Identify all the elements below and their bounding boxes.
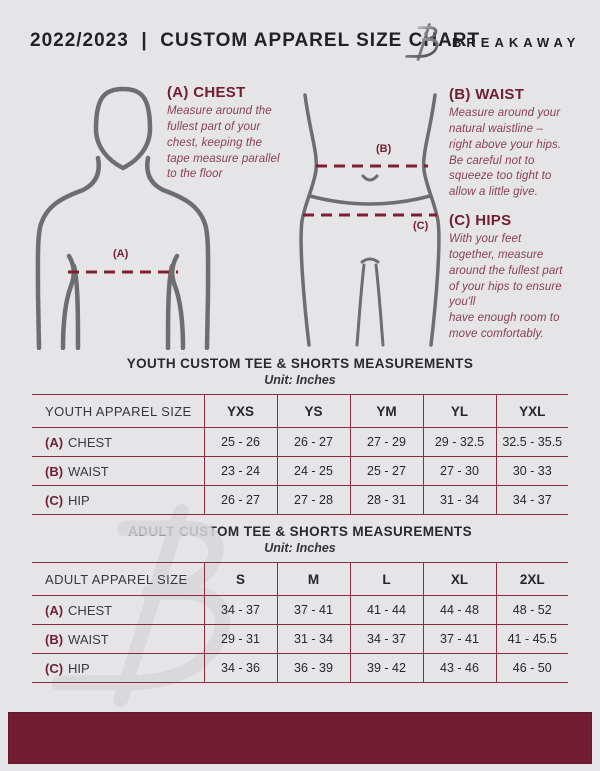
adult-col-m: M [276, 562, 350, 596]
adult-col-2xl: 2XL [495, 562, 568, 596]
size-cell: 46 - 50 [495, 653, 568, 683]
size-cell: 31 - 34 [276, 624, 350, 654]
waist-guide-text: Measure around your natural waistline – … [449, 107, 562, 199]
right-armpit-line [170, 253, 186, 350]
size-cell: 37 - 41 [422, 624, 496, 654]
row-label: (B) WAIST [32, 624, 204, 654]
size-cell: 29 - 31 [203, 624, 277, 654]
row-label: (A) CHEST [32, 427, 204, 457]
size-cell: 24 - 25 [276, 456, 350, 486]
size-cell: 29 - 32.5 [422, 427, 496, 457]
row-label: (A) CHEST [32, 595, 204, 625]
waist-guide-heading: (B) WAIST [449, 86, 525, 103]
row-label: (B) WAIST [32, 456, 204, 486]
size-cell: 37 - 41 [276, 595, 350, 625]
size-cell: 26 - 27 [203, 485, 277, 515]
adult-col-s: S [203, 562, 277, 596]
right-inner-leg [374, 263, 385, 347]
adult-waist-row: (B) WAIST 29 - 31 31 - 34 34 - 37 37 - 41… [32, 624, 568, 654]
size-cell: 34 - 36 [203, 653, 277, 683]
size-cell: 30 - 33 [495, 456, 568, 486]
size-cell: 23 - 24 [203, 456, 277, 486]
page-title: 2022/2023 | CUSTOM APPAREL SIZE CHART [30, 30, 481, 51]
size-cell: 25 - 27 [349, 456, 423, 486]
adult-col-xl: XL [422, 562, 496, 596]
left-body-outline [299, 93, 319, 347]
youth-col-ym: YM [349, 394, 423, 428]
youth-header-row: YOUTH APPAREL SIZE YXS YS YM YL YXL [32, 394, 568, 428]
right-body-outline [421, 93, 441, 347]
youth-col-yl: YL [422, 394, 496, 428]
logo-lower-bowl [405, 38, 439, 58]
left-torso-side [71, 263, 81, 350]
size-cell: 48 - 52 [495, 595, 568, 625]
size-cell: 44 - 48 [422, 595, 496, 625]
size-cell: 27 - 29 [349, 427, 423, 457]
youth-col-ys: YS [276, 394, 350, 428]
youth-size-column-header: YOUTH APPAREL SIZE [32, 394, 204, 428]
size-cell: 32.5 - 35.5 [495, 427, 568, 457]
size-cell: 39 - 42 [349, 653, 423, 683]
size-cell: 28 - 31 [349, 485, 423, 515]
brand: BREAKAWAY [404, 20, 580, 64]
row-label: (C) HIP [32, 485, 204, 515]
size-cell: 34 - 37 [349, 624, 423, 654]
right-torso-side [165, 263, 175, 350]
size-cell: 26 - 27 [276, 427, 350, 457]
left-inner-leg [355, 263, 366, 347]
adult-size-table: ADULT APPAREL SIZE S M L XL 2XL (A) CHEST… [32, 562, 568, 683]
left-armpit-line [60, 253, 76, 350]
size-cell: 31 - 34 [422, 485, 496, 515]
chest-marker-label: (A) [113, 248, 129, 260]
left-shoulder-arm [35, 155, 101, 350]
brand-name: BREAKAWAY [452, 34, 581, 50]
youth-unit-label: Unit: Inches [264, 373, 336, 387]
size-cell: 34 - 37 [495, 485, 568, 515]
chest-guide-text: Measure around the fullest part of your … [167, 105, 280, 181]
row-label: (C) HIP [32, 653, 204, 683]
head-outline [93, 86, 153, 171]
logo-stem [416, 23, 431, 61]
adult-header-row: ADULT APPAREL SIZE S M L XL 2XL [32, 562, 568, 596]
adult-col-l: L [349, 562, 423, 596]
chest-guide-heading: (A) CHEST [167, 84, 246, 101]
youth-chest-row: (A) CHEST 25 - 26 26 - 27 27 - 29 29 - 32… [32, 427, 568, 457]
youth-hip-row: (C) HIP 26 - 27 27 - 28 28 - 31 31 - 34 3… [32, 485, 568, 515]
size-cell: 43 - 46 [422, 653, 496, 683]
adult-unit-label: Unit: Inches [264, 541, 336, 555]
hips-marker-label: (C) [413, 220, 429, 232]
youth-col-yxl: YXL [495, 394, 568, 428]
hips-guide-heading: (C) HIPS [449, 212, 512, 229]
hip-curve [308, 194, 432, 206]
adult-hip-row: (C) HIP 34 - 36 36 - 39 39 - 42 43 - 46 4… [32, 653, 568, 683]
right-shoulder-arm [145, 155, 211, 350]
size-cell: 25 - 26 [203, 427, 277, 457]
youth-section-title: YOUTH CUSTOM TEE & SHORTS MEASUREMENTS [126, 356, 474, 371]
crotch-curve [360, 257, 380, 264]
lower-body-diagram [299, 93, 441, 347]
size-cell: 41 - 44 [349, 595, 423, 625]
size-cell: 27 - 30 [422, 456, 496, 486]
size-cell: 27 - 28 [276, 485, 350, 515]
footer-bar [8, 712, 592, 764]
size-cell: 36 - 39 [276, 653, 350, 683]
youth-waist-row: (B) WAIST 23 - 24 24 - 25 25 - 27 27 - 30… [32, 456, 568, 486]
upper-body-diagram [35, 86, 211, 350]
size-cell: 41 - 45.5 [495, 624, 568, 654]
waist-marker-label: (B) [376, 143, 392, 155]
adult-size-column-header: ADULT APPAREL SIZE [32, 562, 204, 596]
youth-col-yxs: YXS [203, 394, 277, 428]
hips-guide-text: With your feet together, measure around … [449, 233, 563, 341]
adult-chest-row: (A) CHEST 34 - 37 37 - 41 41 - 44 44 - 48… [32, 595, 568, 625]
size-cell: 34 - 37 [203, 595, 277, 625]
breakaway-logo-icon [405, 23, 439, 61]
belly-button [361, 174, 379, 182]
youth-size-table: YOUTH APPAREL SIZE YXS YS YM YL YXL (A) C… [32, 394, 568, 515]
